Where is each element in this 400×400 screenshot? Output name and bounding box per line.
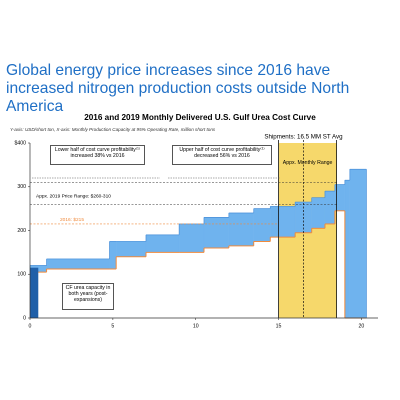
y-tick-label: 100	[17, 272, 26, 278]
note-box: Lower half of cost curve profitability⁽¹…	[50, 145, 145, 165]
cost-band	[324, 190, 336, 225]
x-tick-label: 20	[359, 323, 365, 329]
lower-note: Lower half of cost curve profitability⁽¹…	[50, 145, 145, 165]
cost-band	[203, 217, 230, 249]
cf-bar	[30, 267, 39, 318]
x-tick-label: 10	[193, 323, 199, 329]
cost-band	[344, 180, 350, 319]
note-box: CF urea capacity in both years (post-exp…	[62, 283, 114, 310]
chart-subtitle: Y-axis: USD/short ton, X-axis: Monthly P…	[10, 127, 216, 132]
cost-band	[145, 234, 180, 253]
y-tick-label: 0	[23, 315, 26, 321]
y-tick-label: $400	[14, 140, 26, 146]
price-2019-label: Appx. 2019 Price Range: $260-310	[36, 194, 111, 200]
x-tick-label: 15	[276, 323, 282, 329]
note-box: Upper half of cost curve profitability⁽¹…	[172, 145, 272, 165]
shipments-label: Shipments: 16.5 MM ST Avg	[264, 134, 343, 141]
cost-band	[311, 197, 326, 229]
chart-title: 2016 and 2019 Monthly Delivered U.S. Gul…	[84, 113, 316, 122]
cost-band	[228, 212, 254, 246]
x-tick-label: 0	[29, 323, 32, 329]
chart-main: Appx. 2019 Price Range: $260-310 2016: $2…	[14, 134, 378, 329]
cost-band	[178, 223, 205, 253]
y-tick-label: 200	[17, 228, 26, 234]
cost-band	[46, 258, 110, 270]
cost-band	[349, 169, 367, 319]
cost-band	[116, 241, 147, 257]
cost-band	[109, 241, 117, 270]
cost-band	[253, 208, 271, 242]
cf-note: CF urea capacity in both years (post-exp…	[62, 283, 114, 310]
x-tick-label: 5	[111, 323, 114, 329]
headline: Global energy price increases since 2016…	[6, 62, 350, 115]
range-label: Appx. Monthly Range	[283, 160, 333, 166]
price-2016-label: 2016: $215	[60, 217, 84, 223]
y-tick-label: 300	[17, 184, 26, 190]
cost-band	[270, 206, 296, 238]
upper-note: Upper half of cost curve profitability⁽¹…	[172, 145, 272, 165]
